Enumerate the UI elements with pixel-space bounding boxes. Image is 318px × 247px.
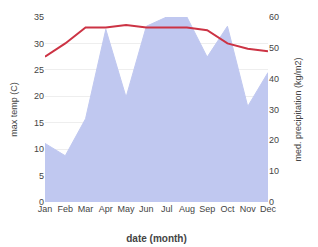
svg-text:max temp (C): max temp (C)	[9, 82, 19, 137]
svg-text:Aug: Aug	[179, 204, 195, 214]
svg-text:0: 0	[269, 197, 274, 207]
svg-text:30: 30	[269, 105, 279, 115]
svg-text:0: 0	[39, 197, 44, 207]
svg-text:Dec: Dec	[260, 204, 277, 214]
svg-text:Jul: Jul	[161, 204, 173, 214]
svg-text:Jan: Jan	[38, 204, 53, 214]
svg-text:35: 35	[34, 12, 44, 22]
svg-text:50: 50	[269, 43, 279, 53]
svg-text:med. precipitation (kg/m2): med. precipitation (kg/m2)	[293, 57, 303, 161]
svg-text:25: 25	[34, 65, 44, 75]
svg-text:date (month): date (month)	[126, 233, 187, 244]
svg-text:May: May	[118, 204, 136, 214]
svg-text:20: 20	[269, 135, 279, 145]
svg-text:Mar: Mar	[78, 204, 94, 214]
svg-text:40: 40	[269, 74, 279, 84]
svg-text:Sep: Sep	[199, 204, 215, 214]
svg-text:Apr: Apr	[99, 204, 113, 214]
svg-text:15: 15	[34, 118, 44, 128]
svg-text:20: 20	[34, 91, 44, 101]
svg-text:Feb: Feb	[58, 204, 74, 214]
svg-text:Nov: Nov	[240, 204, 257, 214]
svg-text:Oct: Oct	[220, 204, 235, 214]
svg-text:5: 5	[39, 171, 44, 181]
svg-text:10: 10	[34, 144, 44, 154]
svg-text:60: 60	[269, 12, 279, 22]
svg-text:10: 10	[269, 166, 279, 176]
svg-text:30: 30	[34, 39, 44, 49]
svg-text:Jun: Jun	[139, 204, 154, 214]
